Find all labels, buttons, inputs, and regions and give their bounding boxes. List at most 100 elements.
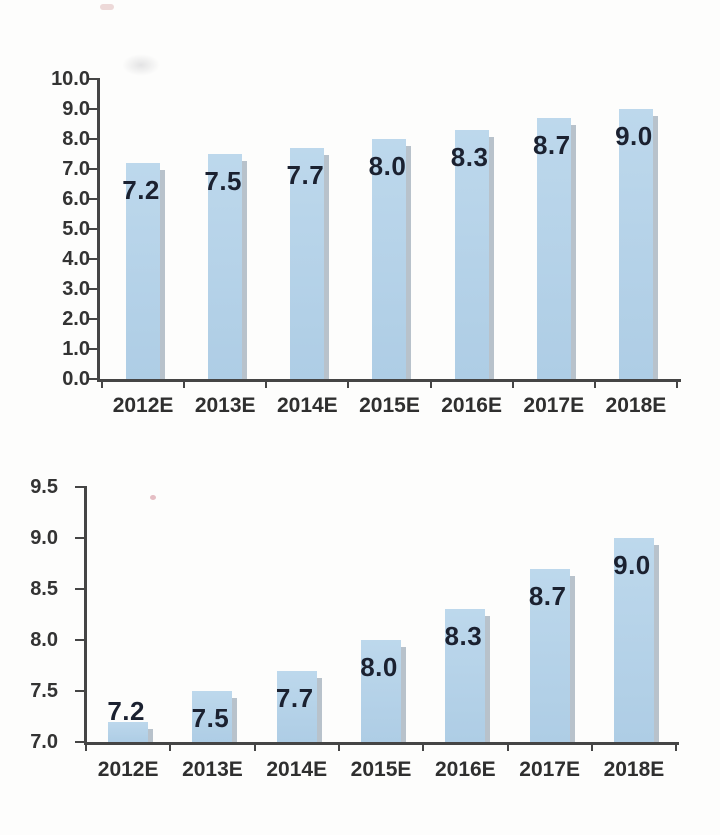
- y-axis-label: 7.0: [62, 158, 90, 180]
- y-axis-label: 7.0: [30, 731, 58, 753]
- x-axis-tick: [169, 745, 172, 751]
- x-axis-tick: [675, 745, 678, 751]
- x-axis-label: 2017E: [523, 394, 585, 417]
- x-axis-label: 2013E: [182, 758, 243, 781]
- y-axis-line: [97, 78, 100, 381]
- y-axis-tick: [88, 78, 98, 80]
- y-axis-tick: [88, 258, 98, 260]
- y-axis-tick: [75, 741, 85, 743]
- y-axis-label: 8.0: [30, 629, 58, 651]
- y-axis-label: 9.0: [62, 98, 90, 120]
- y-axis-label: 8.0: [62, 128, 90, 150]
- x-axis-line: [97, 379, 681, 382]
- x-axis-label: 2012E: [112, 394, 174, 417]
- x-axis-label: 2013E: [194, 394, 256, 417]
- y-axis-label: 9.5: [30, 476, 58, 498]
- y-axis-tick: [75, 486, 85, 488]
- x-axis-line: [84, 742, 679, 745]
- bar-2014E: [276, 670, 317, 742]
- x-axis-tick: [511, 382, 514, 388]
- x-axis-tick: [253, 745, 256, 751]
- x-axis-tick: [590, 745, 593, 751]
- bar-2017E: [536, 118, 571, 379]
- bar-2017E: [529, 568, 570, 742]
- y-axis-tick: [88, 198, 98, 200]
- y-axis-tick: [88, 348, 98, 350]
- x-axis-label: 2016E: [441, 394, 502, 417]
- bar-value-label: 8.0: [368, 151, 407, 181]
- bar-2015E: [372, 139, 407, 379]
- bar-value-label: 7.5: [204, 166, 243, 196]
- x-axis-tick: [85, 745, 87, 751]
- bar-value-label: 7.2: [122, 175, 160, 205]
- x-axis-tick: [337, 745, 340, 751]
- x-axis-label: 2017E: [519, 758, 580, 781]
- bar-2018E: [613, 538, 654, 742]
- y-axis-tick: [88, 288, 98, 290]
- y-axis-label: 8.5: [30, 578, 58, 600]
- bar-value-label: 8.3: [450, 142, 489, 172]
- y-axis-tick: [88, 168, 98, 170]
- bar-2016E: [454, 130, 489, 379]
- x-axis-tick: [183, 382, 186, 388]
- x-axis-tick: [429, 382, 432, 388]
- x-axis-tick: [422, 745, 425, 751]
- y-axis-tick: [75, 690, 85, 692]
- x-axis-label: 2014E: [276, 394, 338, 417]
- x-axis-tick: [265, 382, 268, 388]
- y-axis-tick: [75, 588, 85, 590]
- bar-value-label: 8.3: [444, 621, 483, 652]
- x-axis-tick: [506, 745, 509, 751]
- bar-value-label: 8.7: [532, 130, 571, 160]
- bar-value-label: 8.0: [360, 652, 398, 682]
- y-axis-tick: [88, 378, 98, 380]
- x-axis-label: 2018E: [605, 394, 667, 417]
- x-axis-tick: [101, 382, 103, 388]
- y-axis-label: 0.0: [62, 368, 90, 390]
- y-axis-tick: [88, 228, 98, 230]
- y-axis-tick: [88, 138, 98, 140]
- y-axis-label: 9.0: [30, 527, 58, 549]
- x-axis-tick: [347, 382, 350, 388]
- bar-value-label: 7.7: [275, 682, 314, 713]
- plot-area: 7.2 7.5 7.7 8.0 8.3 8.7 9.0: [0, 437, 720, 742]
- y-axis-label: 2.0: [62, 308, 90, 330]
- bar-2016E: [445, 609, 486, 742]
- bar-value-label: 7.2: [107, 695, 145, 726]
- bar-2012E: [108, 721, 149, 742]
- x-axis-label: 2015E: [350, 758, 412, 781]
- bar-2014E: [290, 148, 325, 379]
- bar-value-label: 9.0: [615, 121, 653, 151]
- y-axis-tick: [88, 318, 98, 320]
- plot-area: 7.2 7.5 7.7 8.0 8.3 8.7 9.0: [0, 29, 720, 379]
- y-axis-tick: [75, 639, 85, 641]
- y-axis-label: 1.0: [62, 338, 90, 360]
- y-axis-label: 4.0: [62, 248, 90, 270]
- bar-value-label: 7.5: [191, 703, 230, 733]
- y-axis-label: 6.0: [62, 188, 90, 210]
- x-axis-tick: [593, 382, 596, 388]
- y-axis-label: 10.0: [51, 68, 90, 90]
- bar-2015E: [361, 640, 402, 742]
- y-axis-line: [84, 486, 87, 744]
- y-axis-label: 3.0: [62, 278, 90, 300]
- bar-value-label: 9.0: [613, 550, 651, 580]
- y-axis-label: 7.5: [30, 680, 58, 702]
- bar-value-label: 8.7: [528, 580, 567, 611]
- x-axis-label: 2015E: [359, 394, 420, 417]
- x-axis-label: 2018E: [603, 758, 665, 781]
- x-axis-label: 2014E: [266, 758, 328, 781]
- x-axis-label: 2012E: [97, 758, 159, 781]
- x-axis-label: 2016E: [434, 758, 496, 781]
- bar-value-label: 7.7: [286, 160, 325, 190]
- y-axis-tick: [75, 537, 85, 539]
- y-axis-tick: [88, 108, 98, 110]
- bar-2013E: [192, 691, 233, 742]
- x-axis-tick: [675, 382, 678, 388]
- bar-2018E: [618, 109, 653, 379]
- bar-2013E: [208, 154, 243, 379]
- bar-2012E: [126, 163, 161, 379]
